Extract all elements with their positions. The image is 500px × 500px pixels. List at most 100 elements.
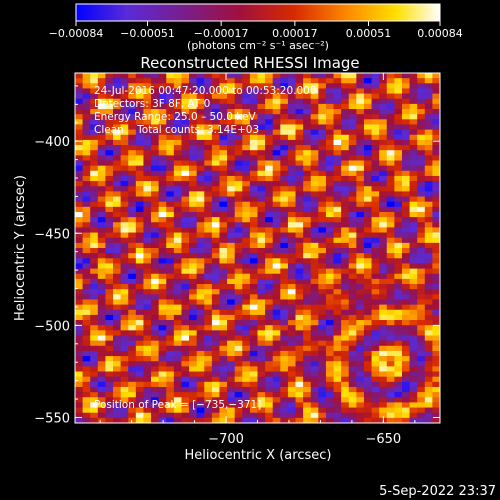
heatmap-cell <box>341 191 350 197</box>
heatmap-cell <box>120 309 129 316</box>
heatmap-cell <box>379 109 388 115</box>
heatmap-cell <box>280 278 289 285</box>
heatmap-cell <box>432 402 440 408</box>
heatmap-cell <box>204 371 213 377</box>
heatmap-cell <box>417 88 426 94</box>
heatmap-cell <box>424 278 433 285</box>
heatmap-cell <box>363 304 372 311</box>
heatmap-cell <box>341 253 350 259</box>
heatmap-cell <box>196 320 205 326</box>
heatmap-cell <box>158 150 167 156</box>
heatmap-cell <box>128 129 137 136</box>
heatmap-cell <box>173 237 182 244</box>
heatmap-cell <box>363 340 372 347</box>
heatmap-cell <box>158 381 167 388</box>
heatmap-cell <box>356 273 365 280</box>
heatmap-cell <box>143 83 152 89</box>
heatmap-cell <box>356 335 365 341</box>
heatmap-cell <box>151 325 159 331</box>
heatmap-cell <box>219 392 228 398</box>
heatmap-cell <box>371 350 380 357</box>
heatmap-cell <box>211 93 220 100</box>
heatmap-cell <box>295 273 304 280</box>
heatmap-cell <box>310 330 319 336</box>
heatmap-cell <box>128 211 137 218</box>
heatmap-cell <box>234 289 243 295</box>
heatmap-cell <box>371 397 380 403</box>
heatmap-cell <box>211 103 220 110</box>
heatmap-cell <box>173 181 182 187</box>
heatmap-cell <box>363 103 372 110</box>
heatmap-cell <box>333 186 342 192</box>
heatmap-cell <box>135 381 144 388</box>
heatmap-cell <box>196 134 205 141</box>
heatmap-cell <box>287 407 296 414</box>
heatmap-cell <box>318 165 327 172</box>
heatmap-cell <box>379 232 388 239</box>
heatmap-cell <box>151 294 159 300</box>
heatmap-cell <box>97 211 106 218</box>
heatmap-cell <box>394 371 403 377</box>
heatmap-cell <box>211 278 220 285</box>
heatmap-cell <box>75 289 83 295</box>
heatmap-cell <box>356 98 365 105</box>
heatmap-cell <box>227 258 235 264</box>
heatmap-cell <box>379 217 388 223</box>
heatmap-cell <box>227 345 235 352</box>
heatmap-cell <box>348 124 357 130</box>
heatmap-cell <box>424 206 433 213</box>
heatmap-cell <box>105 386 114 393</box>
heatmap-cell <box>257 284 266 290</box>
heatmap-cell <box>432 397 440 403</box>
heatmap-cell <box>287 376 296 383</box>
heatmap-cell <box>196 397 205 403</box>
heatmap-cell <box>189 392 197 398</box>
heatmap-cell <box>158 73 167 79</box>
heatmap-cell <box>363 366 372 372</box>
heatmap-cell <box>348 325 357 331</box>
heatmap-cell <box>82 268 91 275</box>
heatmap-cell <box>211 402 220 408</box>
heatmap-cell <box>143 371 152 377</box>
heatmap-cell <box>379 345 388 352</box>
heatmap-cell <box>371 73 380 79</box>
heatmap-cell <box>97 402 106 408</box>
heatmap-cell <box>97 381 106 388</box>
heatmap-cell <box>135 294 144 300</box>
heatmap-cell <box>105 109 114 115</box>
heatmap-cell <box>173 119 182 125</box>
heatmap-cell <box>318 201 327 208</box>
heatmap-cell <box>295 412 304 419</box>
heatmap-cell <box>82 98 91 105</box>
heatmap-cell <box>128 407 137 414</box>
heatmap-cell <box>189 294 197 300</box>
heatmap-cell <box>401 392 410 398</box>
heatmap-cell <box>120 155 129 161</box>
heatmap-cell <box>227 268 235 275</box>
heatmap-cell <box>143 253 152 259</box>
heatmap-cell <box>196 412 205 419</box>
heatmap-cell <box>432 160 440 166</box>
heatmap-cell <box>401 78 410 84</box>
heatmap-cell <box>173 278 182 285</box>
heatmap-cell <box>227 340 235 347</box>
heatmap-cell <box>394 242 403 249</box>
heatmap-cell <box>75 340 83 347</box>
heatmap-cell <box>227 139 235 146</box>
heatmap-cell <box>135 289 144 295</box>
heatmap-cell <box>394 263 403 269</box>
heatmap-cell <box>166 345 175 352</box>
heatmap-cell <box>128 371 137 377</box>
heatmap-cell <box>227 201 235 208</box>
heatmap-cell <box>113 294 121 300</box>
heatmap-cell <box>371 309 380 316</box>
heatmap-cell <box>234 186 243 192</box>
heatmap-cell <box>234 134 243 141</box>
heatmap-cell <box>310 155 319 161</box>
heatmap-cell <box>204 407 213 414</box>
heatmap-cell <box>318 407 327 414</box>
heatmap-cell <box>166 330 175 336</box>
heatmap-cell <box>386 412 395 419</box>
heatmap-cell <box>219 222 228 228</box>
heatmap-cell <box>196 386 205 393</box>
